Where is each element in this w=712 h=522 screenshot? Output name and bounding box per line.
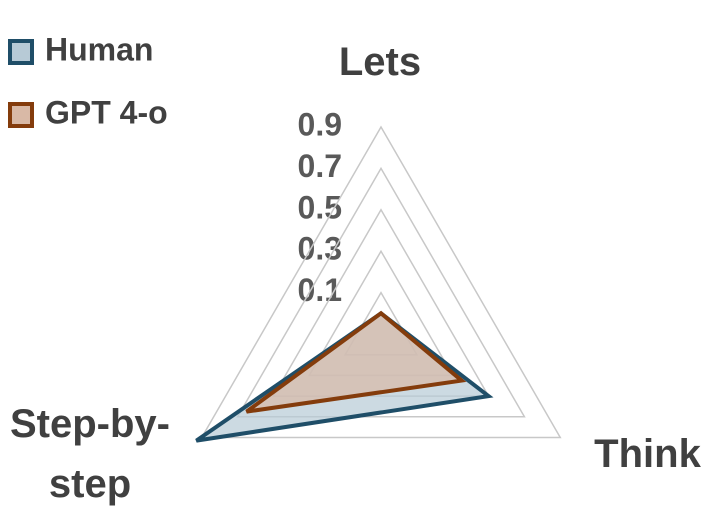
tick-label: 0.9	[298, 106, 342, 142]
legend-swatch	[8, 39, 34, 65]
series-area	[245, 310, 467, 414]
axis-label: Think	[594, 432, 701, 476]
tick-label: 0.7	[298, 148, 342, 184]
grid-ring	[200, 125, 562, 439]
grid-ring	[236, 166, 526, 418]
legend-swatch	[8, 102, 34, 128]
axis-label: Step-by-step	[10, 402, 170, 506]
legend-label: Human	[45, 31, 153, 67]
axis-label: Lets	[338, 40, 422, 84]
legend-label: GPT 4-o	[45, 94, 168, 130]
